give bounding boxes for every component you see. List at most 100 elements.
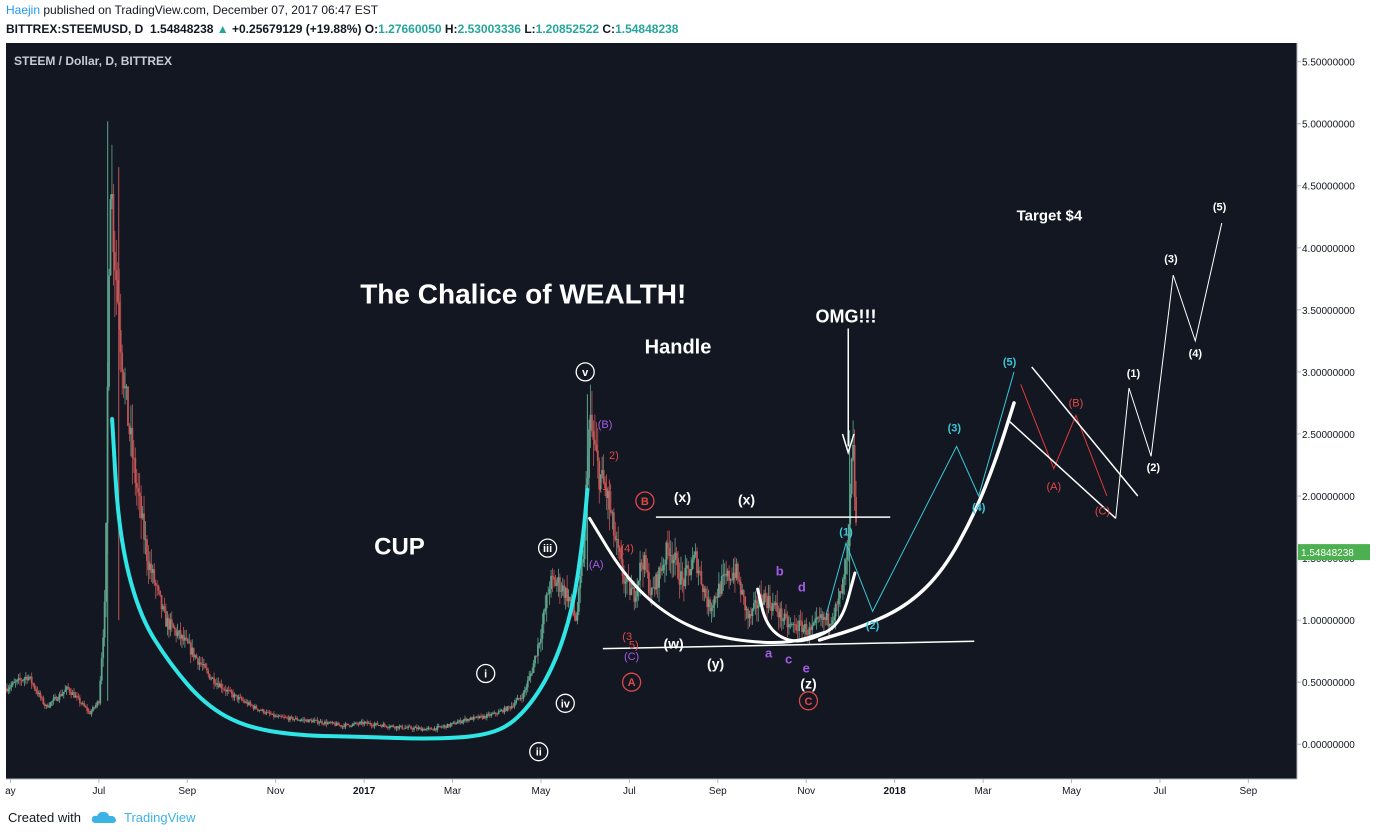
candle-body bbox=[503, 707, 506, 713]
candle-body bbox=[734, 572, 736, 578]
candle-body bbox=[173, 627, 176, 630]
candle-body bbox=[14, 681, 17, 683]
candle-body bbox=[771, 603, 774, 611]
candle-body bbox=[24, 676, 27, 679]
candle-body bbox=[691, 559, 694, 569]
label-cyan-4: (4) bbox=[972, 502, 986, 514]
candle-body bbox=[7, 689, 10, 692]
candle-body bbox=[509, 706, 512, 709]
candle-body bbox=[726, 570, 729, 577]
candle-body bbox=[665, 542, 668, 565]
candle-body bbox=[739, 581, 742, 595]
candle-body bbox=[544, 608, 547, 612]
candle-body bbox=[844, 559, 847, 575]
candle-body bbox=[767, 596, 770, 608]
candle-body bbox=[252, 705, 255, 709]
candle-body bbox=[577, 588, 580, 612]
candle-body bbox=[315, 719, 318, 721]
candle-body bbox=[601, 470, 604, 475]
candle-body bbox=[493, 712, 496, 714]
candle-body bbox=[319, 721, 322, 723]
candle-body bbox=[539, 638, 542, 643]
candle-body bbox=[748, 613, 751, 619]
candle-body bbox=[750, 613, 752, 617]
label-roman-iii: iii bbox=[543, 543, 552, 555]
candle-body bbox=[659, 567, 662, 571]
candle-body bbox=[818, 617, 821, 619]
x-tick-label: Sep bbox=[709, 786, 727, 797]
candle-body bbox=[256, 708, 259, 711]
candle-body bbox=[245, 701, 248, 703]
candle-body bbox=[131, 427, 134, 458]
candle-body bbox=[399, 725, 402, 727]
candle-body bbox=[700, 571, 703, 585]
candle-body bbox=[208, 673, 211, 680]
candle-body bbox=[166, 618, 169, 627]
label-white-2: (2) bbox=[1147, 462, 1161, 474]
candle-body bbox=[157, 586, 160, 591]
annotations: The Chalice of WEALTH! CUP Handle OMG!!! Tar… bbox=[360, 202, 1227, 762]
current-price-badge: 1.54848238 bbox=[1298, 544, 1370, 561]
candle-body bbox=[477, 716, 480, 719]
candle-body bbox=[188, 642, 191, 644]
candle-body bbox=[461, 721, 463, 723]
candle-body bbox=[262, 709, 265, 714]
x-tick-label: Sep bbox=[1239, 786, 1257, 797]
candle-body bbox=[499, 711, 501, 712]
candle-body bbox=[100, 657, 103, 681]
x-axis[interactable]: ay Jul Sep Nov 2017 Mar May Jul Sep Nov 2018 Mar May… bbox=[5, 778, 1297, 797]
candle-body bbox=[144, 539, 147, 541]
label-purple-c: c bbox=[785, 652, 792, 667]
candle-body bbox=[200, 662, 202, 665]
candle-body bbox=[840, 591, 843, 594]
candle-body bbox=[722, 574, 725, 576]
price-chart[interactable]: The Chalice of WEALTH! CUP Handle OMG!!! Tar… bbox=[0, 40, 1376, 804]
candle-body bbox=[351, 723, 354, 727]
y-tick-label: 2.00000000 bbox=[1302, 492, 1355, 503]
author-link[interactable]: Haejin bbox=[6, 3, 41, 17]
candle-body bbox=[17, 678, 20, 680]
candle-body bbox=[723, 573, 726, 575]
candle-body bbox=[401, 725, 404, 729]
candle-body bbox=[51, 701, 54, 703]
candle-body bbox=[532, 663, 535, 673]
candle-body bbox=[786, 616, 789, 628]
candle-body bbox=[490, 713, 493, 716]
candle-body bbox=[223, 689, 226, 690]
candle-body bbox=[302, 719, 304, 721]
tradingview-link[interactable]: TradingView bbox=[124, 810, 196, 825]
candle-body bbox=[537, 644, 539, 656]
candle-body bbox=[770, 605, 773, 611]
candle-body bbox=[23, 678, 26, 681]
y-axis[interactable]: 0.000000000.500000001.000000001.50000000… bbox=[1296, 43, 1355, 779]
candle-body bbox=[108, 275, 110, 387]
candle-body bbox=[553, 577, 555, 580]
candle-body bbox=[688, 569, 691, 576]
candle-body bbox=[436, 726, 439, 731]
candle-body bbox=[398, 726, 401, 729]
candle-body bbox=[443, 725, 446, 727]
candle-body bbox=[345, 723, 348, 725]
candle-body bbox=[799, 620, 802, 622]
candle-body bbox=[105, 522, 107, 602]
candle-body bbox=[738, 579, 741, 582]
candle-body bbox=[554, 579, 557, 586]
candle-body bbox=[343, 725, 345, 728]
candle-body bbox=[769, 596, 771, 606]
handle-curve bbox=[588, 516, 826, 644]
candle-body bbox=[761, 601, 764, 605]
candle-body bbox=[322, 723, 325, 725]
plot-area[interactable] bbox=[6, 43, 1297, 779]
candle-body bbox=[325, 721, 328, 725]
candle-body bbox=[624, 581, 627, 584]
candle-body bbox=[534, 655, 536, 664]
label-white-y: (y) bbox=[707, 656, 724, 672]
candle-body bbox=[386, 726, 389, 728]
candle-body bbox=[202, 664, 205, 666]
label-cyan-1: (1) bbox=[839, 527, 853, 539]
candle-body bbox=[467, 718, 469, 722]
candle-body bbox=[633, 587, 636, 602]
candle-body bbox=[424, 728, 427, 731]
close-label: C: bbox=[602, 22, 616, 36]
candle-body bbox=[316, 719, 319, 724]
